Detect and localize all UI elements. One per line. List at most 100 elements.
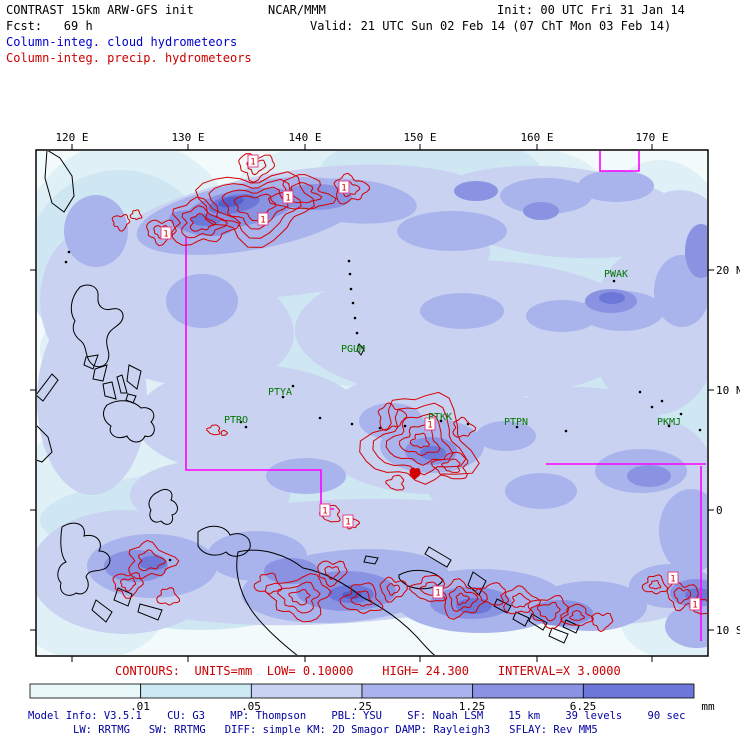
station-label: PTKK [428, 412, 452, 423]
lon-tick-label: 150 E [403, 131, 436, 144]
contour-max-box [282, 190, 294, 204]
island-dot [168, 558, 172, 562]
precip-contour [359, 391, 480, 485]
precip-contour [441, 458, 461, 473]
precip-contour [181, 205, 228, 239]
cloud-shading-blob [685, 224, 707, 278]
precip-contour [511, 592, 531, 608]
contour-max-box [432, 585, 444, 599]
cloud-shading-blob [599, 292, 625, 304]
cloud-shading-blob [526, 300, 598, 332]
colorbar-segment [361, 683, 474, 699]
precip-contour [129, 209, 143, 221]
contour-max-box [247, 154, 259, 168]
precip-contour [145, 219, 177, 247]
island-dot [660, 399, 664, 403]
precip-contour [238, 153, 276, 184]
colorbar-segment [29, 683, 142, 699]
coastline-path [137, 603, 163, 621]
lat-tick-label: 20 N [716, 264, 740, 277]
contour-max-box [160, 226, 172, 240]
coastline-path [91, 599, 113, 623]
precip-contour [221, 186, 289, 230]
precip-contour [111, 213, 131, 232]
precip-contour [339, 582, 384, 615]
precip-contour [455, 592, 470, 606]
precip-contour [673, 587, 692, 604]
coastline-path [356, 343, 365, 356]
island-dot [351, 301, 355, 305]
coastline-path [37, 373, 59, 402]
island-dot [318, 416, 322, 420]
precip-contour [474, 582, 507, 606]
island-dot [439, 419, 443, 423]
precip-contour [666, 580, 699, 612]
contour-max-label: 1 [163, 230, 168, 240]
lon-tick-label: 170 E [635, 131, 668, 144]
forecast-hour: Fcst: 69 h [6, 19, 93, 33]
init-time: Init: 00 UTC Fri 31 Jan 14 [497, 3, 685, 17]
cloud-shading-blob [578, 170, 654, 202]
precip-contour [317, 560, 348, 588]
precip-contour [385, 413, 454, 466]
island-dot [353, 316, 357, 320]
precip-contour [561, 603, 595, 627]
island-dot [515, 425, 519, 429]
colorbar-tick-label: .01 [130, 700, 150, 713]
coastline-path [113, 587, 133, 607]
coastline-path [512, 611, 530, 627]
island-dot [564, 429, 568, 433]
station-label: PWAK [604, 269, 628, 280]
cloud-shading-blob [218, 196, 244, 208]
island-dot [348, 272, 352, 276]
station-label: PKMJ [657, 417, 681, 428]
cloud-shading-blob [64, 195, 128, 267]
island-dot [403, 424, 407, 428]
precip-contour [409, 467, 421, 480]
cloud-shading-blob [166, 274, 238, 328]
cloud-shading-blob [266, 458, 346, 494]
contour-max-label: 1 [345, 518, 350, 528]
coastline-path [116, 374, 128, 394]
valid-time: Valid: 21 UTC Sun 02 Feb 14 (07 ChT Mon … [310, 19, 672, 33]
precip-contour [409, 432, 431, 449]
coastline-path [236, 549, 436, 655]
cloud-shading-blob [264, 558, 318, 584]
precip-contour [379, 576, 408, 603]
cloud-shading-blob [456, 598, 492, 614]
domain-boundary-line [599, 151, 640, 172]
precip-contour [372, 402, 467, 476]
island-dot [698, 428, 702, 432]
island-dot [650, 405, 654, 409]
precip-contour [288, 588, 311, 606]
precip-contour [408, 574, 448, 603]
cloud-shading-blob [665, 604, 707, 648]
coastline-path [57, 522, 111, 596]
island-dot [347, 259, 351, 263]
cloud-shading-blob [420, 446, 446, 460]
coastline-path [562, 619, 580, 634]
contour-max-label: 1 [341, 184, 346, 194]
cloud-shading-blob [280, 184, 352, 210]
cloud-shading-blob [130, 460, 290, 530]
precip-contour [137, 549, 167, 572]
cloud-shading-blob [295, 260, 645, 400]
contour-max-label: 1 [670, 575, 675, 585]
island-dot [667, 424, 671, 428]
precip-contour [503, 585, 541, 615]
model-title: CONTRAST 15km ARW-GFS init [6, 3, 194, 17]
station-label: PTPN [504, 417, 528, 428]
lon-tick-label: 160 E [520, 131, 553, 144]
colorbar-tick-label: .25 [352, 700, 372, 713]
precip-contour [277, 581, 321, 614]
cloud-shading-blob [397, 211, 507, 251]
precip-contour [206, 424, 221, 436]
cloud-shading-blob [627, 465, 671, 487]
colorbar-tick-label: .05 [241, 700, 261, 713]
contour-max-label: 1 [435, 589, 440, 599]
colorbar-segment [250, 683, 363, 699]
island-dot [64, 260, 68, 264]
precip-contour [119, 577, 137, 592]
lon-tick-label: 130 E [171, 131, 204, 144]
